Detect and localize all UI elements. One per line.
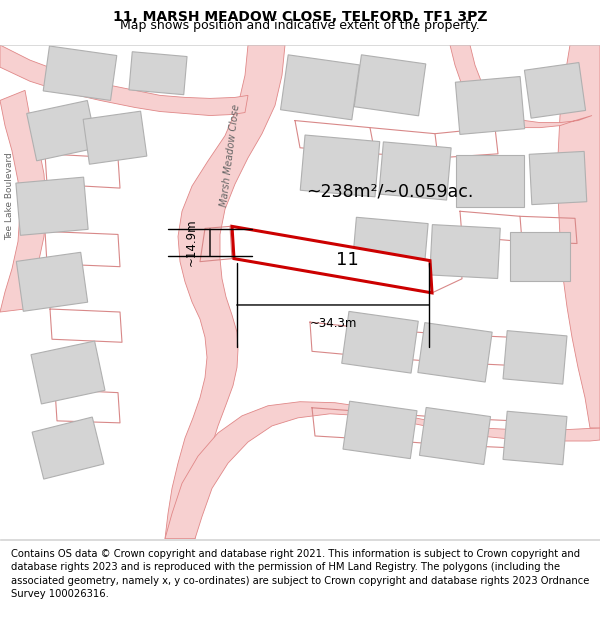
Text: Tee Lake Boulevard: Tee Lake Boulevard — [5, 152, 14, 240]
Polygon shape — [16, 177, 88, 235]
Text: ~34.3m: ~34.3m — [310, 317, 356, 330]
Text: ~14.9m: ~14.9m — [185, 219, 198, 266]
Polygon shape — [418, 322, 492, 382]
Polygon shape — [342, 311, 418, 373]
Polygon shape — [16, 253, 88, 311]
Polygon shape — [354, 55, 426, 116]
Polygon shape — [165, 402, 600, 539]
Polygon shape — [503, 331, 567, 384]
Polygon shape — [43, 46, 117, 101]
Polygon shape — [32, 417, 104, 479]
Polygon shape — [524, 62, 586, 118]
Text: Map shows position and indicative extent of the property.: Map shows position and indicative extent… — [120, 19, 480, 32]
Polygon shape — [26, 101, 97, 161]
Polygon shape — [31, 341, 105, 404]
Polygon shape — [379, 142, 451, 200]
Polygon shape — [456, 155, 524, 208]
Polygon shape — [430, 224, 500, 279]
Polygon shape — [343, 401, 417, 459]
Text: ~238m²/~0.059ac.: ~238m²/~0.059ac. — [307, 182, 473, 200]
Text: Contains OS data © Crown copyright and database right 2021. This information is : Contains OS data © Crown copyright and d… — [11, 549, 589, 599]
Text: Marsh Meadow Close: Marsh Meadow Close — [219, 104, 241, 208]
Polygon shape — [503, 411, 567, 465]
Polygon shape — [129, 52, 187, 95]
Polygon shape — [352, 217, 428, 276]
Polygon shape — [455, 76, 524, 134]
Polygon shape — [419, 408, 491, 464]
Polygon shape — [165, 45, 285, 539]
Polygon shape — [300, 135, 380, 197]
Polygon shape — [83, 111, 147, 164]
Polygon shape — [0, 45, 248, 116]
Text: 11, MARSH MEADOW CLOSE, TELFORD, TF1 3PZ: 11, MARSH MEADOW CLOSE, TELFORD, TF1 3PZ — [113, 10, 487, 24]
Polygon shape — [281, 55, 359, 120]
Text: 11: 11 — [335, 251, 358, 269]
Polygon shape — [529, 151, 587, 204]
Polygon shape — [0, 91, 46, 312]
Polygon shape — [510, 232, 570, 281]
Polygon shape — [450, 45, 592, 128]
Polygon shape — [558, 45, 600, 428]
Polygon shape — [232, 226, 432, 293]
